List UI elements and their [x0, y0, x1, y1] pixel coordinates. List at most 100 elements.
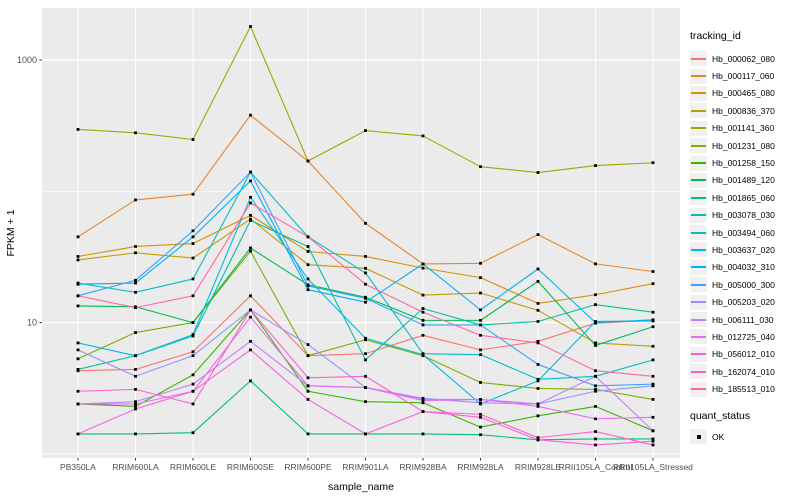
- data-point: [76, 389, 80, 393]
- data-point: [364, 255, 367, 258]
- legend-color-line: [691, 127, 706, 130]
- data-point: [249, 179, 252, 183]
- data-point: [651, 310, 655, 314]
- data-point: [191, 333, 195, 337]
- data-point: [421, 318, 425, 322]
- data-point: [651, 437, 655, 441]
- legend-item: Hb_004032_310: [690, 259, 798, 276]
- data-point: [76, 357, 80, 361]
- data-point: [479, 425, 482, 429]
- data-point: [479, 308, 482, 312]
- data-point: [306, 376, 310, 380]
- data-point: [191, 373, 195, 377]
- data-point: [76, 402, 80, 406]
- legend-color-line: [691, 196, 706, 199]
- legend-item-label: Hb_003494_060: [712, 227, 775, 238]
- legend-item-label: Hb_003078_030: [712, 210, 775, 221]
- data-point: [536, 377, 540, 381]
- data-point: [651, 398, 655, 401]
- legend-key-swatch: [690, 51, 707, 67]
- legend-key-swatch: [690, 381, 707, 397]
- x-tick-label: RRIM600SE: [227, 462, 275, 472]
- legend-item: Hb_000465_080: [690, 85, 798, 102]
- legend-item: Hb_001489_120: [690, 172, 798, 189]
- data-point: [306, 384, 310, 388]
- x-tick-label: RRIM600PE: [284, 462, 332, 472]
- legend-item-label: Hb_001865_060: [712, 192, 775, 203]
- data-point: [76, 348, 80, 352]
- data-point: [134, 368, 137, 371]
- data-point: [134, 331, 137, 334]
- data-point: [306, 277, 310, 281]
- data-point: [364, 358, 367, 362]
- data-point: [134, 387, 137, 391]
- data-point: [651, 415, 655, 419]
- data-point: [479, 412, 482, 416]
- x-tick-label: RRIM928LE: [515, 462, 562, 472]
- x-tick-label: RRII105LA_Stressed: [613, 462, 693, 472]
- data-point: [594, 443, 597, 447]
- data-point: [594, 369, 597, 373]
- legend-color-line: [691, 214, 706, 217]
- legend-item-label: Hb_005000_300: [712, 279, 775, 290]
- data-point: [479, 381, 482, 384]
- legend-key-swatch: [690, 364, 707, 380]
- legend-item-label: Hb_185513_010: [712, 384, 775, 395]
- data-point: [249, 195, 252, 199]
- legend-item-label: Hb_000117_060: [712, 71, 775, 82]
- data-point: [191, 321, 195, 324]
- data-point: [249, 213, 252, 217]
- legend-item: Hb_005000_300: [690, 276, 798, 293]
- data-point: [479, 318, 482, 322]
- legend-key-swatch: [690, 85, 707, 101]
- data-point: [364, 221, 367, 225]
- data-point: [536, 233, 540, 236]
- legend-color-line: [691, 231, 706, 234]
- legend-item: Hb_003494_060: [690, 224, 798, 241]
- data-point: [594, 387, 597, 391]
- legend-item: Hb_001231_080: [690, 137, 798, 154]
- legend-item: Hb_012725_040: [690, 328, 798, 345]
- data-point: [364, 296, 367, 300]
- legend-item: Hb_056012_010: [690, 346, 798, 363]
- quant-legend-title: quant_status: [690, 409, 751, 422]
- legend-panel: tracking_id Hb_000062_080 Hb_000117_060 Hb…: [690, 30, 798, 445]
- x-axis-title: sample_name: [328, 481, 394, 493]
- data-point: [306, 343, 310, 346]
- legend-key-swatch: [690, 242, 707, 258]
- data-point: [364, 271, 367, 275]
- legend-color-line: [691, 162, 706, 165]
- x-tick-label: RRII105LA_Control: [559, 462, 633, 472]
- legend-item-label: Hb_000836_370: [712, 105, 775, 116]
- quant-legend-items: OK: [690, 428, 798, 445]
- data-point: [421, 353, 425, 357]
- data-point: [76, 341, 80, 345]
- legend-color-line: [691, 144, 706, 147]
- legend-color-line: [691, 57, 706, 60]
- quant-key-swatch: [690, 429, 707, 444]
- legend-color-line: [691, 318, 706, 321]
- data-point: [536, 438, 540, 442]
- data-point: [479, 276, 482, 280]
- data-point: [249, 25, 252, 28]
- data-point: [134, 354, 137, 358]
- data-point: [421, 134, 425, 138]
- data-point: [76, 282, 80, 286]
- data-point: [594, 262, 597, 266]
- data-point: [364, 386, 367, 389]
- data-point: [249, 201, 252, 205]
- data-point: [594, 374, 597, 378]
- data-point: [134, 374, 137, 378]
- data-point: [249, 219, 252, 222]
- legend-color-line: [691, 353, 706, 356]
- data-point: [536, 308, 540, 312]
- data-point: [651, 270, 655, 273]
- data-point: [134, 432, 137, 436]
- data-point: [594, 344, 597, 347]
- legend-item-label: Hb_001231_080: [712, 140, 775, 151]
- data-point: [306, 284, 310, 288]
- data-point: [364, 432, 367, 436]
- legend-item: Hb_162074_010: [690, 363, 798, 380]
- data-point: [421, 410, 425, 413]
